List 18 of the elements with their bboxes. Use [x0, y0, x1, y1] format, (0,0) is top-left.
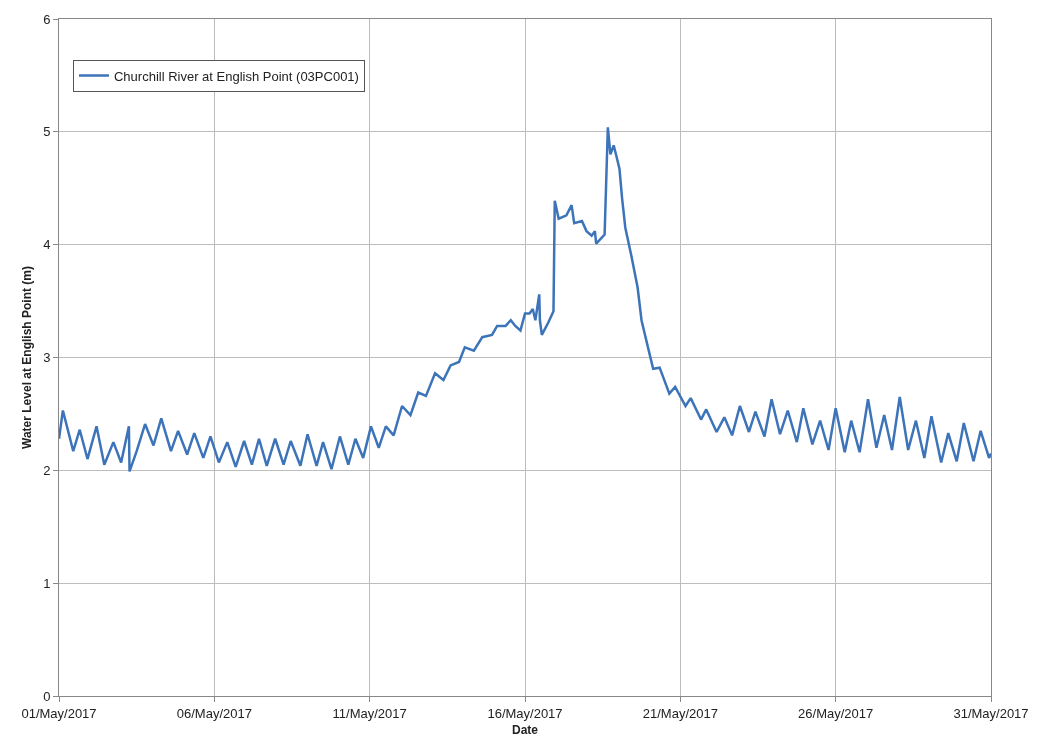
x-tick-label: 06/May/2017: [176, 705, 252, 721]
y-tick-label: 5: [43, 124, 51, 140]
y-tick-label: 2: [43, 462, 51, 478]
x-tick-label: 16/May/2017: [487, 705, 563, 721]
y-tick-label: 3: [43, 350, 51, 366]
y-tick-label: 4: [43, 237, 51, 253]
x-tick-label: 21/May/2017: [642, 705, 718, 721]
y-tick-label: 1: [43, 575, 51, 591]
x-tick-label: 26/May/2017: [798, 705, 874, 721]
y-axis-title: Water Level at English Point (m): [20, 266, 35, 449]
legend-label: Churchill River at English Point (03PC001): [113, 68, 359, 84]
y-tick-label: 0: [43, 688, 51, 704]
x-tick-label: 11/May/2017: [332, 705, 407, 721]
x-tick-label: 01/May/2017: [21, 705, 97, 721]
line-series: [59, 126, 991, 473]
x-tick-label: 31/May/2017: [953, 705, 1029, 721]
x-axis-title: Date: [511, 723, 539, 738]
y-tick-label: 6: [43, 11, 51, 27]
